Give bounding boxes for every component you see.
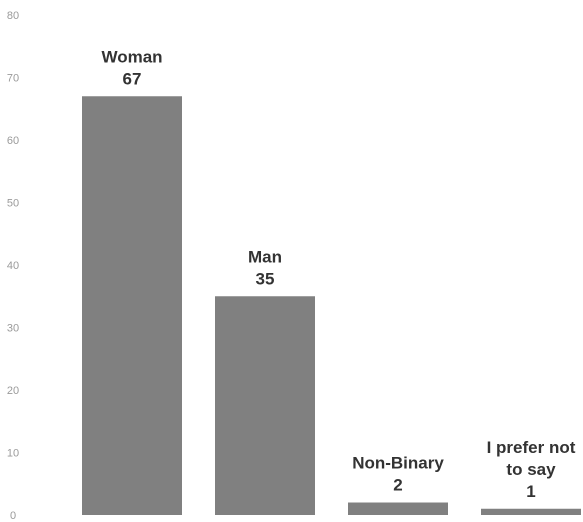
y-tick-label: 40 — [7, 260, 19, 272]
y-tick-label: 20 — [7, 385, 19, 397]
y-tick-label: 60 — [7, 135, 19, 147]
category-label: Non-Binary — [352, 454, 444, 473]
category-label: I prefer not — [487, 438, 576, 457]
bar — [82, 96, 182, 515]
value-label: 35 — [256, 269, 275, 288]
bar — [481, 508, 581, 515]
y-tick-label: 50 — [7, 198, 19, 210]
bar — [215, 296, 315, 515]
bars — [82, 96, 581, 515]
y-tick-label: 70 — [7, 73, 19, 85]
category-label: to say — [506, 460, 556, 479]
data-labels: Woman 67 Man 35 Non-Binary 2 I prefer not to sa… — [101, 47, 575, 501]
y-tick-label: 10 — [7, 448, 19, 460]
y-axis: 0 10 20 30 40 50 60 70 80 — [7, 10, 19, 522]
bar — [348, 502, 448, 515]
category-label: Woman — [101, 47, 162, 66]
value-label: 1 — [526, 482, 535, 501]
y-tick-label: 30 — [7, 323, 19, 335]
value-label: 67 — [123, 69, 142, 88]
category-label: Man — [248, 247, 282, 266]
y-tick-label: 80 — [7, 10, 19, 22]
y-tick-label: 0 — [10, 510, 16, 522]
value-label: 2 — [393, 476, 402, 495]
